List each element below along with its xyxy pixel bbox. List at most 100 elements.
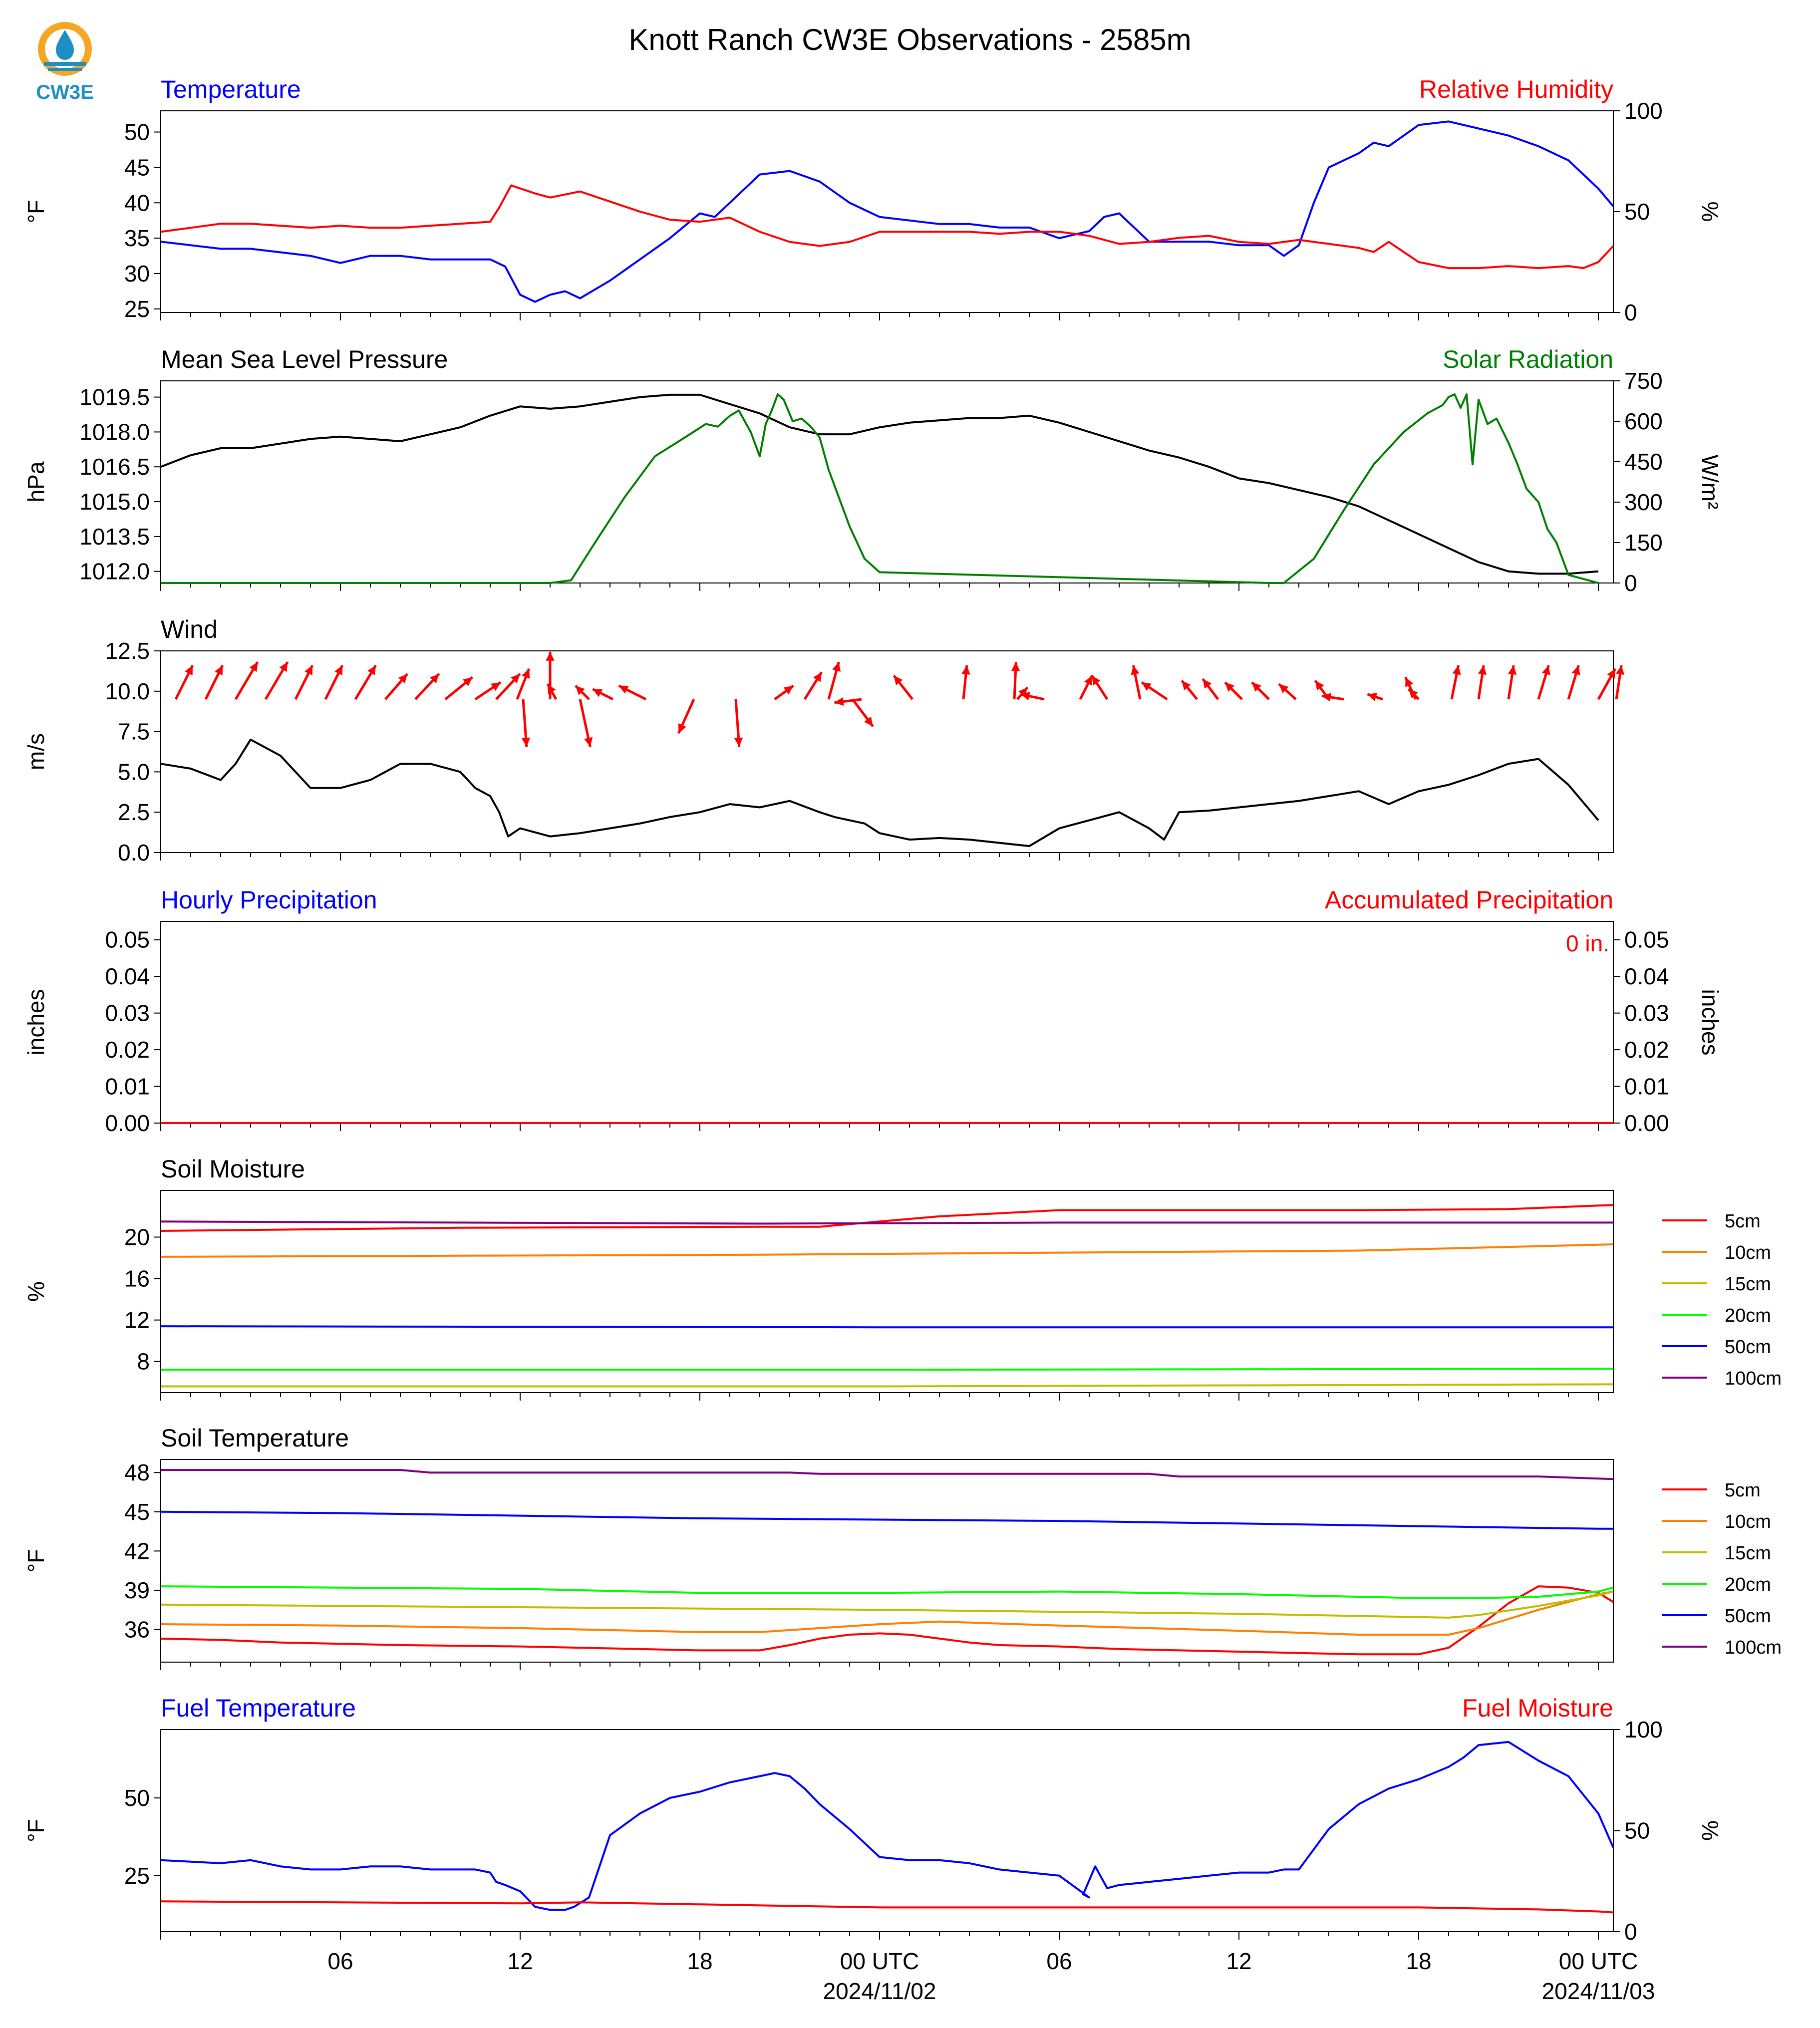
- series-line-fuel_temperature: [160, 1740, 1614, 1911]
- wind-arrow: [579, 699, 593, 747]
- y-tick-label: 0.01: [105, 1074, 150, 1100]
- plot-frame: [160, 1459, 1614, 1663]
- y-axis-label: m/s: [23, 733, 49, 770]
- wind-arrow-head: [1252, 682, 1261, 692]
- y-axis-label: °F: [23, 200, 49, 224]
- wind-arrow-head: [1315, 680, 1324, 691]
- wind-arrow-head: [1092, 675, 1101, 686]
- wind-arrow: [961, 665, 970, 700]
- cw3e-logo: CW3E: [36, 22, 94, 103]
- wind-arrow-head: [1541, 665, 1550, 675]
- y-tick-label-right: 100: [1624, 98, 1663, 124]
- wind-arrow-head: [593, 689, 603, 697]
- wind-arrow-head: [678, 723, 686, 733]
- wind-arrow-head: [813, 672, 822, 682]
- wind-arrow-head: [510, 673, 520, 684]
- series-line-50cm: [160, 1325, 1613, 1329]
- wind-arrow-head: [1408, 689, 1418, 699]
- panel-title-left: Wind: [161, 615, 218, 643]
- wind-arrow: [803, 671, 823, 700]
- wind-arrow-head: [894, 675, 903, 685]
- y-tick-label-right: 600: [1624, 408, 1663, 434]
- wind-arrow-head: [1011, 662, 1020, 671]
- wind-arrow-head: [304, 665, 312, 675]
- wind-arrow: [495, 673, 521, 700]
- legend: 5cm 10cm 15cm 20cm 50cm 100cm: [1662, 1480, 1782, 1658]
- wind-arrow-head: [1452, 665, 1461, 675]
- panel-precip: 0.00 0.01 0.02 0.03 0.04 0.05 0.00 0.01 0.02 0.03…: [23, 886, 1723, 1136]
- panel-temp_rh: 25 30 35 40 45 50 0 50 100 Temperature Relative Hu…: [23, 75, 1723, 325]
- panel-title-right: Accumulated Precipitation: [1325, 886, 1613, 914]
- wind-arrow-head: [367, 665, 376, 675]
- wind-arrow: [1131, 665, 1142, 700]
- y-tick-label: 35: [124, 225, 150, 251]
- wind-arrow-head: [783, 685, 794, 695]
- y-tick-label: 50: [124, 119, 150, 145]
- plot-frame: [160, 1190, 1614, 1393]
- wind-arrow: [1321, 693, 1344, 702]
- wind-arrow: [1091, 675, 1109, 700]
- legend-label: 50cm: [1725, 1606, 1771, 1627]
- series-line-5cm: [160, 1204, 1614, 1232]
- wind-arrow: [264, 661, 289, 700]
- wind-arrow-head: [521, 737, 531, 747]
- y-tick-label: 0.00: [105, 1110, 150, 1136]
- logo-text: CW3E: [36, 81, 94, 103]
- series-line-100cm: [161, 1469, 1614, 1480]
- wind-arrow-head: [734, 737, 743, 747]
- wind-arrow: [852, 698, 874, 727]
- wind-arrow-head: [1615, 665, 1625, 675]
- legend-label: 20cm: [1725, 1574, 1771, 1595]
- y-tick-label-right: 0: [1624, 299, 1637, 325]
- series-line-wind_speed: [160, 738, 1599, 848]
- wind-arrow-head: [1225, 682, 1234, 692]
- x-tick-label: 12: [1226, 1948, 1251, 1974]
- panel-title-right: Solar Radiation: [1443, 345, 1613, 373]
- y-tick-label-right: 0: [1624, 1919, 1637, 1945]
- wind-arrow: [827, 661, 841, 700]
- wind-arrow: [1567, 665, 1580, 700]
- y-tick-label: 45: [124, 1499, 150, 1525]
- legend: 5cm 10cm 15cm 20cm 50cm 100cm: [1662, 1211, 1782, 1389]
- wind-arrow: [1477, 665, 1487, 700]
- wind-arrow: [1278, 683, 1297, 700]
- wind-arrow-head: [548, 684, 556, 694]
- wind-arrow: [294, 664, 314, 700]
- y-axis-label: °F: [23, 1819, 49, 1842]
- wind-arrow-head: [1571, 665, 1580, 675]
- logo-droplet: [56, 30, 74, 60]
- series-line-solar: [161, 393, 1599, 584]
- wind-arrow: [1020, 692, 1045, 701]
- series-line-temperature: [160, 120, 1614, 303]
- series-line-5cm: [160, 1585, 1614, 1656]
- y-axis-label-right: inches: [1697, 989, 1723, 1056]
- wind-arrow: [1507, 665, 1517, 700]
- y-tick-label-right: 0.00: [1624, 1110, 1669, 1136]
- wind-arrow: [1450, 665, 1461, 700]
- wind-arrow-head: [1405, 677, 1414, 687]
- wind-arrow-head: [334, 665, 342, 675]
- wind-arrow-head: [961, 665, 970, 675]
- legend-label: 10cm: [1725, 1242, 1771, 1263]
- y-axis-label: %: [23, 1281, 49, 1302]
- panel-title-left: Soil Moisture: [161, 1155, 305, 1183]
- y-tick-label: 0.03: [105, 1000, 150, 1026]
- y-tick-label-right: 50: [1624, 199, 1650, 225]
- series-line-20cm: [160, 1585, 1614, 1599]
- series-line-humidity: [160, 184, 1614, 270]
- wind-arrow: [444, 676, 473, 700]
- y-tick-label: 8: [137, 1349, 150, 1375]
- wind-arrow: [677, 698, 695, 734]
- legend-label: 100cm: [1725, 1637, 1782, 1658]
- y-tick-label: 5.0: [118, 759, 150, 785]
- wind-arrow-head: [575, 685, 585, 695]
- wind-arrow: [546, 683, 558, 700]
- figure-title: Knott Ranch CW3E Observations - 2585m: [628, 23, 1191, 56]
- legend-label: 50cm: [1725, 1337, 1771, 1358]
- y-tick-label-right: 0: [1624, 570, 1637, 596]
- y-axis-label: inches: [23, 989, 49, 1056]
- panel-soil_temperature: 36 39 42 45 48 Soil Temperature °F 5cm 10cm 15cm 2…: [23, 1424, 1782, 1670]
- logo-wave-2: [48, 68, 82, 71]
- y-axis-label-right: %: [1697, 1820, 1723, 1841]
